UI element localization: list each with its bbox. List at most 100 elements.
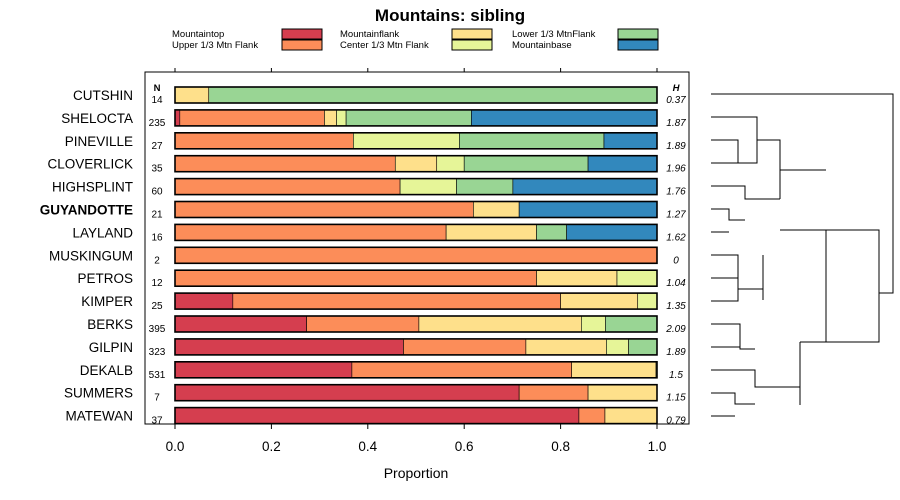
row-n-4: 35	[151, 164, 163, 175]
bar-segment-5-2	[174, 178, 401, 195]
row-label-8: MUSKINGUM	[49, 248, 133, 263]
row-h-2: 1.87	[666, 118, 686, 129]
bar-segment-14-2	[518, 384, 589, 402]
legend-swatch-2	[281, 39, 323, 51]
n-column-header: N	[154, 83, 161, 94]
row-n-6: 21	[151, 210, 163, 221]
bar-segment-2-4	[336, 109, 347, 127]
row-h-8: 0	[673, 255, 679, 266]
bar-outline-3	[174, 132, 658, 150]
bar-segment-8-2	[174, 247, 658, 264]
h-column-header: H	[673, 83, 681, 94]
x-tick-label-0: 0.0	[166, 439, 185, 454]
bar-segment-6-3	[473, 201, 520, 218]
row-n-15: 37	[151, 416, 163, 427]
row-h-11: 2.09	[665, 324, 686, 335]
bar-segment-5-6	[512, 178, 658, 195]
bar-segment-9-2	[174, 269, 537, 287]
row-label-4: CLOVERLICK	[47, 157, 133, 172]
bar-segment-10-1	[174, 292, 234, 310]
bar-outline-1	[174, 86, 658, 104]
bar-segment-3-2	[174, 132, 354, 150]
bar-segment-7-5	[536, 224, 567, 241]
row-n-7: 16	[151, 232, 163, 243]
bar-segment-7-6	[566, 224, 658, 241]
row-h-13: 1.5	[669, 370, 683, 381]
bar-outline-15	[174, 406, 658, 425]
row-h-3: 1.89	[666, 141, 686, 152]
bar-segment-12-2	[403, 338, 527, 356]
legend-swatch-6	[617, 39, 659, 51]
row-h-6: 1.27	[666, 210, 686, 221]
legend-label-3: Mountainflank	[340, 29, 399, 40]
row-n-9: 12	[151, 278, 163, 289]
row-label-7: LAYLAND	[72, 225, 133, 240]
bar-segment-4-2	[174, 155, 396, 172]
bar-segment-4-4	[436, 155, 465, 172]
bar-segment-6-2	[174, 201, 474, 218]
row-h-9: 1.04	[666, 278, 686, 289]
row-h-12: 1.89	[666, 347, 686, 358]
row-label-14: SUMMERS	[64, 386, 133, 401]
bar-outline-7	[174, 223, 658, 242]
row-n-5: 60	[151, 187, 163, 198]
row-label-15: MATEWAN	[66, 409, 134, 424]
bar-segment-11-5	[605, 315, 658, 333]
row-n-2: 235	[149, 118, 166, 129]
row-n-10: 25	[151, 301, 163, 312]
row-n-13: 531	[149, 370, 166, 381]
bar-outline-10	[174, 292, 658, 310]
row-label-2: SHELOCTA	[61, 111, 133, 126]
row-label-5: HIGHSPLINT	[52, 180, 133, 195]
bar-segment-6-6	[518, 201, 658, 218]
bar-segment-14-1	[174, 384, 520, 402]
bar-segment-7-3	[445, 224, 537, 241]
bar-segment-3-4	[353, 132, 460, 150]
row-n-12: 323	[149, 347, 166, 358]
bar-segment-11-2	[306, 315, 420, 333]
row-label-9: PETROS	[77, 271, 133, 286]
row-n-1: 14	[151, 95, 163, 106]
row-n-8: 2	[154, 255, 160, 266]
chart-title: Mountains: sibling	[375, 6, 525, 25]
dendrogram-branches	[711, 93, 894, 417]
x-tick-label-5: 1.0	[648, 439, 667, 454]
bar-segment-4-3	[394, 155, 438, 172]
x-tick-label-2: 0.4	[358, 439, 377, 454]
row-n-14: 7	[154, 393, 160, 404]
bar-segment-13-3	[571, 361, 657, 379]
row-h-15: 0.79	[666, 416, 686, 427]
bar-segment-15-3	[604, 407, 658, 424]
row-h-7: 1.62	[666, 232, 686, 243]
bar-segment-12-4	[606, 338, 629, 356]
row-label-13: DEKALB	[80, 363, 133, 378]
bar-segment-14-3	[587, 384, 658, 402]
bar-outline-11	[174, 315, 658, 333]
bar-segment-1-5	[208, 86, 658, 104]
bar-segment-12-3	[525, 338, 607, 356]
legend-label-6: Mountainbase	[512, 40, 572, 51]
bar-segment-1-3	[174, 86, 210, 104]
row-h-4: 1.96	[666, 164, 686, 175]
bar-segment-11-1	[174, 315, 307, 333]
legend-swatch-5	[617, 28, 659, 40]
bar-segment-4-6	[587, 155, 658, 172]
row-label-10: KIMPER	[81, 294, 133, 309]
bar-segment-2-3	[324, 109, 337, 127]
row-label-6: GUYANDOTTE	[40, 203, 133, 218]
legend-swatch-3	[451, 28, 493, 40]
bar-segment-11-3	[418, 315, 582, 333]
bar-outline-4	[174, 154, 658, 173]
bar-segment-13-2	[351, 361, 572, 379]
row-n-11: 395	[149, 324, 166, 335]
row-h-1: 0.37	[666, 95, 686, 106]
bar-segment-10-2	[232, 292, 561, 310]
bar-segment-10-4	[637, 292, 658, 310]
row-label-1: CUTSHIN	[73, 88, 133, 103]
bar-segment-2-5	[345, 109, 472, 127]
dendrogram	[711, 93, 894, 417]
legend-swatch-1	[281, 28, 323, 40]
bar-segment-13-1	[174, 361, 353, 379]
bar-segment-5-4	[399, 178, 457, 195]
